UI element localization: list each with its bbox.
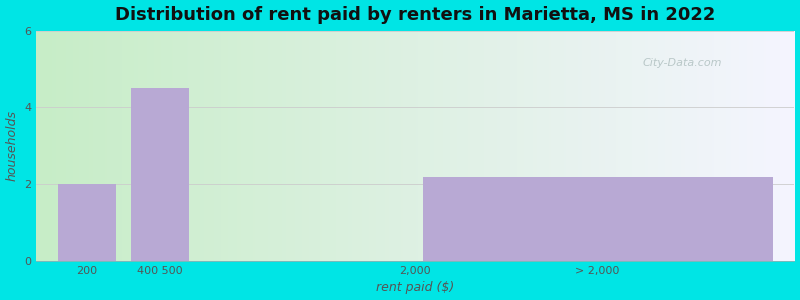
Bar [58,184,116,261]
X-axis label: rent paid ($): rent paid ($) [376,281,454,294]
Y-axis label: households: households [6,110,18,181]
Bar [422,177,773,261]
Text: City-Data.com: City-Data.com [642,58,722,68]
Title: Distribution of rent paid by renters in Marietta, MS in 2022: Distribution of rent paid by renters in … [115,6,715,24]
Bar [131,88,190,261]
